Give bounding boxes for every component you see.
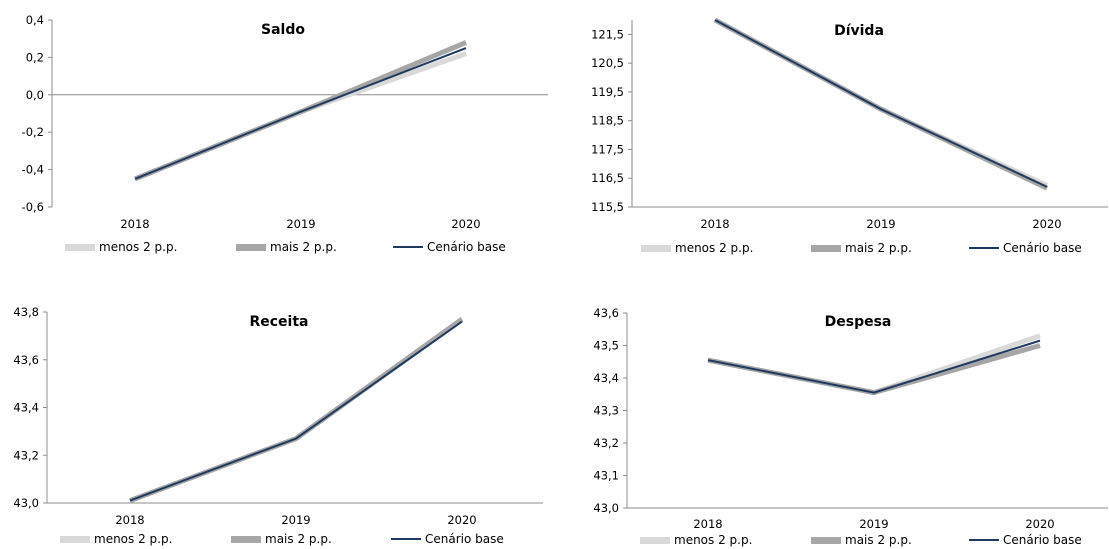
legend-swatch	[640, 536, 670, 544]
legend-label: menos 2 p.p.	[675, 241, 754, 255]
legend-label: mais 2 p.p.	[845, 241, 912, 255]
chart-svg: 0,4 0,2 0,0 -0,2 -0,4 -0,6 2018 2019 2020 Saldo	[22, 13, 548, 231]
y-tick-label: 119,5	[591, 85, 624, 99]
y-tick-label: 43,1	[593, 469, 619, 483]
x-tick-label: 2019	[286, 217, 315, 231]
chart-saldo: 0,4 0,2 0,0 -0,2 -0,4 -0,6 2018 2019 2020 Saldo me…	[0, 0, 555, 290]
x-tick-label: 2018	[700, 217, 729, 231]
y-tick-label: 116,5	[591, 171, 624, 185]
y-tick-label: -0,4	[22, 163, 44, 177]
legend-label: mais 2 p.p.	[265, 532, 332, 546]
legend-swatch	[969, 539, 999, 541]
legend-swatch	[231, 535, 261, 543]
y-tick-label: 43,5	[593, 339, 619, 353]
legend-swatch	[969, 247, 999, 249]
legend-item: menos 2 p.p.	[641, 241, 753, 255]
x-tick-label: 2019	[866, 217, 895, 231]
x-tick-label: 2020	[451, 217, 480, 231]
y-tick-label: 0,0	[26, 88, 44, 102]
legend-label: menos 2 p.p.	[94, 532, 173, 546]
legend-label: mais 2 p.p.	[845, 533, 912, 547]
x-tick-label: 2018	[120, 217, 149, 231]
x-tick-label: 2020	[1025, 517, 1054, 531]
chart-divida: 121,5 120,5 119,5 118,5 117,5 116,5 115,5 2018 2…	[555, 0, 1109, 290]
legend-swatch	[393, 246, 423, 248]
y-tick-label: 43,2	[13, 448, 39, 462]
chart-legend: menos 2 p.p. mais 2 p.p. Cenário base	[555, 241, 1109, 257]
legend-item: mais 2 p.p.	[811, 533, 912, 547]
y-tick-label: 43,6	[593, 306, 619, 320]
legend-label: menos 2 p.p.	[99, 240, 178, 254]
legend-item: Cenário base	[393, 240, 506, 254]
chart-despesa: 43,6 43,5 43,4 43,3 43,2 43,1 43,0 2018 2019 2020…	[555, 290, 1109, 547]
y-tick-label: 43,3	[593, 404, 619, 418]
legend-item: menos 2 p.p.	[60, 532, 172, 546]
legend-label: menos 2 p.p.	[674, 533, 753, 547]
legend-item: Cenário base	[969, 533, 1082, 547]
legend-label: mais 2 p.p.	[270, 240, 337, 254]
y-tick-label: -0,2	[22, 125, 44, 139]
legend-label: Cenário base	[425, 532, 504, 546]
y-tick-label: 115,5	[591, 200, 624, 214]
x-tick-label: 2018	[115, 513, 144, 527]
legend-item: Cenário base	[391, 532, 504, 546]
x-tick-label: 2019	[281, 513, 310, 527]
y-tick-label: 43,4	[13, 401, 39, 415]
legend-label: Cenário base	[427, 240, 506, 254]
series-cenario-base	[129, 320, 463, 502]
y-tick-label: 43,0	[593, 501, 619, 515]
chart-legend: menos 2 p.p. mais 2 p.p. Cenário base	[555, 533, 1109, 549]
series-mais-2pp	[129, 317, 464, 503]
series-menos-2pp	[129, 317, 464, 503]
chart-title: Saldo	[261, 22, 305, 38]
chart-title: Receita	[249, 314, 308, 330]
x-tick-label: 2020	[447, 513, 476, 527]
legend-swatch	[641, 244, 671, 252]
legend-item: mais 2 p.p.	[811, 241, 912, 255]
legend-item: mais 2 p.p.	[236, 240, 337, 254]
legend-item: mais 2 p.p.	[231, 532, 332, 546]
x-tick-label: 2018	[693, 517, 722, 531]
y-tick-label: 43,2	[593, 436, 619, 450]
chart-svg: 43,8 43,6 43,4 43,2 43,0 2018 2019 2020 Receita	[13, 305, 543, 527]
y-tick-label: 118,5	[591, 114, 624, 128]
chart-title: Despesa	[825, 314, 892, 330]
legend-item: menos 2 p.p.	[640, 533, 752, 547]
y-tick-label: 43,8	[13, 305, 39, 319]
legend-swatch	[391, 538, 421, 540]
legend-item: menos 2 p.p.	[65, 240, 177, 254]
y-tick-label: 121,5	[591, 27, 624, 41]
y-tick-label: 120,5	[591, 56, 624, 70]
chart-legend: menos 2 p.p. mais 2 p.p. Cenário base	[0, 532, 555, 548]
legend-label: Cenário base	[1003, 241, 1082, 255]
x-tick-label: 2019	[859, 517, 888, 531]
chart-legend: menos 2 p.p. mais 2 p.p. Cenário base	[0, 240, 555, 256]
chart-svg: 43,6 43,5 43,4 43,3 43,2 43,1 43,0 2018 2019 2020…	[593, 306, 1108, 531]
y-tick-label: -0,6	[22, 200, 44, 214]
legend-swatch	[65, 243, 95, 251]
y-tick-label: 0,4	[26, 13, 44, 27]
chart-receita: 43,8 43,6 43,4 43,2 43,0 2018 2019 2020 Receita m…	[0, 290, 555, 548]
x-tick-label: 2020	[1032, 217, 1061, 231]
series-cenario-base	[714, 19, 1048, 188]
y-tick-label: 117,5	[591, 142, 624, 156]
series-cenario-base	[707, 339, 1041, 394]
legend-label: Cenário base	[1003, 533, 1082, 547]
legend-swatch	[60, 535, 90, 543]
y-tick-label: 0,2	[26, 50, 44, 64]
series-menos-2pp	[707, 333, 1041, 396]
y-tick-label: 43,6	[13, 353, 39, 367]
legend-swatch	[236, 243, 266, 251]
legend-item: Cenário base	[969, 241, 1082, 255]
legend-swatch	[811, 536, 841, 544]
chart-svg: 121,5 120,5 119,5 118,5 117,5 116,5 115,5 2018 2…	[591, 17, 1108, 231]
y-tick-label: 43,0	[13, 496, 39, 510]
legend-swatch	[811, 244, 841, 252]
y-tick-label: 43,4	[593, 371, 619, 385]
chart-title: Dívida	[834, 23, 884, 39]
series-cenario-base	[134, 47, 467, 180]
